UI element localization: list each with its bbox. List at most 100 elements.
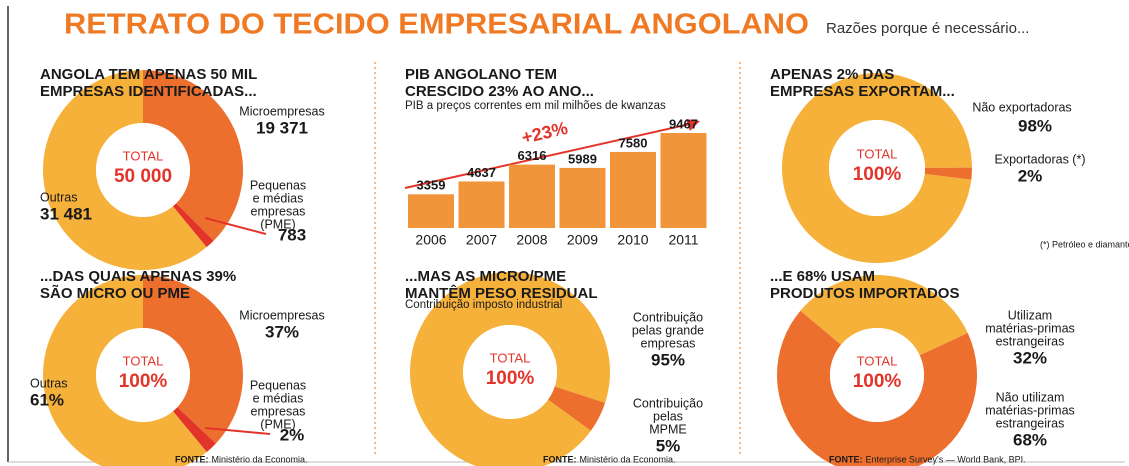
pie-slice <box>924 167 973 180</box>
value-label: 32% <box>1013 348 1047 367</box>
value-label: 98% <box>1018 116 1052 135</box>
source-label: FONTE: <box>175 454 209 464</box>
pie-slice <box>42 70 207 271</box>
pie-slice <box>410 272 610 466</box>
source: Ministério da Economia. <box>580 454 676 464</box>
chart-title: ANGOLA TEM APENAS 50 MIL <box>40 66 257 83</box>
x-tick-label: 2006 <box>415 232 446 248</box>
slice-label: Outras <box>30 376 68 390</box>
pie-slice <box>782 72 972 263</box>
chart-title: EMPRESAS IDENTIFICADAS... <box>40 83 257 100</box>
x-tick-label: 2010 <box>617 232 648 248</box>
chart-title: ...DAS QUAIS APENAS 39% <box>40 268 236 285</box>
slice-label: MPME <box>649 422 687 436</box>
x-tick-label: 2008 <box>516 232 547 248</box>
value-label: 37% <box>265 322 299 341</box>
chart-title: MANTÊM PESO RESIDUAL <box>405 284 598 302</box>
value-label: 31 481 <box>40 204 92 223</box>
chart-title: CRESCIDO 23% AO ANO... <box>405 83 594 100</box>
source-label: FONTE: <box>829 454 863 464</box>
slice-label: empresas <box>251 204 306 218</box>
center-value: 100% <box>119 371 168 392</box>
donut-hole <box>829 120 925 216</box>
value-label: 7580 <box>619 135 648 150</box>
bar <box>458 181 505 228</box>
donut-hole <box>96 328 190 422</box>
chart-title: APENAS 2% DAS <box>770 66 894 83</box>
chart-title: PIB ANGOLANO TEM <box>405 66 557 83</box>
value-label: 6316 <box>518 148 547 163</box>
chart-title: PRODUTOS IMPORTADOS <box>770 285 959 302</box>
source: Enterprise Survey's — World Bank, BPI. <box>866 454 1026 464</box>
center-label: TOTAL <box>857 146 898 161</box>
slice-label: empresas <box>641 336 696 350</box>
bar <box>509 164 555 228</box>
slice-label: (PME) <box>260 417 295 431</box>
value-label: 2% <box>1018 166 1043 185</box>
annotation: +23% <box>520 118 570 148</box>
donut-hole <box>96 123 190 217</box>
arrow-head <box>686 119 700 131</box>
leader-line <box>204 217 267 235</box>
value-label: 5% <box>656 436 681 455</box>
chart-subtitle: Contribuição imposto industrial <box>405 299 562 311</box>
pie-slice <box>800 275 968 356</box>
center-value: 100% <box>486 368 535 389</box>
value-label: 9467 <box>669 116 698 131</box>
center-label: TOTAL <box>123 353 164 368</box>
center-value: 100% <box>853 371 902 392</box>
trend-arrow <box>404 123 691 189</box>
slice-label: Contribuição <box>633 396 703 410</box>
slice-label: (PME) <box>260 217 295 231</box>
chart-title: ...E 68% USAM <box>770 268 875 285</box>
pie-slice <box>172 203 214 248</box>
donut-hole <box>463 325 557 419</box>
slice-label: Não exportadoras <box>972 100 1071 114</box>
note: (*) Petróleo e diamantes. <box>1040 239 1129 249</box>
slice-label: estrangeiras <box>996 334 1065 348</box>
source-label: FONTE: <box>543 454 577 464</box>
center-label: TOTAL <box>123 148 164 163</box>
center-value: 50 000 <box>114 166 172 187</box>
x-tick-label: 2007 <box>466 232 497 248</box>
value-label: 2% <box>280 425 305 444</box>
bar <box>660 133 707 228</box>
value-label: 95% <box>651 350 685 369</box>
slice-label: Outras <box>40 190 78 204</box>
leader-line <box>204 427 271 435</box>
slice-label: e médias <box>253 191 304 205</box>
source: Ministério da Economia. <box>212 454 308 464</box>
pie-slice <box>43 275 207 466</box>
main-subtitle: Razões porque é necessário... <box>826 20 1029 37</box>
bar <box>559 167 606 228</box>
slice-label: matérias-primas <box>985 321 1075 335</box>
slice-label: Microempresas <box>239 104 324 118</box>
pie-slice <box>548 386 606 431</box>
slice-label: pelas grande <box>632 323 704 337</box>
slice-label: Não utilizam <box>996 390 1065 404</box>
slice-label: pelas <box>653 409 683 423</box>
value-label: 783 <box>278 225 306 244</box>
pie-slice <box>172 407 216 453</box>
bar <box>408 194 454 228</box>
value-label: 19 371 <box>256 118 308 137</box>
slice-label: matérias-primas <box>985 403 1075 417</box>
pie-slice <box>143 70 243 241</box>
pie-slice <box>777 310 977 466</box>
chart-title: EMPRESAS EXPORTAM... <box>770 83 955 100</box>
slice-label: estrangeiras <box>996 416 1065 430</box>
value-label: 68% <box>1013 430 1047 449</box>
slice-label: Utilizam <box>1008 308 1052 322</box>
slice-label: Contribuição <box>633 310 703 324</box>
x-tick-label: 2011 <box>668 232 698 248</box>
pie-slice <box>143 275 243 444</box>
chart-title: ...MAS AS MICRO/PME <box>405 268 566 285</box>
slice-label: Pequenas <box>250 178 306 192</box>
value-label: 61% <box>30 390 64 409</box>
slice-label: empresas <box>251 404 306 418</box>
value-label: 3359 <box>417 178 446 193</box>
chart-subtitle: PIB a preços correntes em mil milhões de… <box>405 100 666 112</box>
center-label: TOTAL <box>857 353 898 368</box>
value-label: 5989 <box>568 151 597 166</box>
